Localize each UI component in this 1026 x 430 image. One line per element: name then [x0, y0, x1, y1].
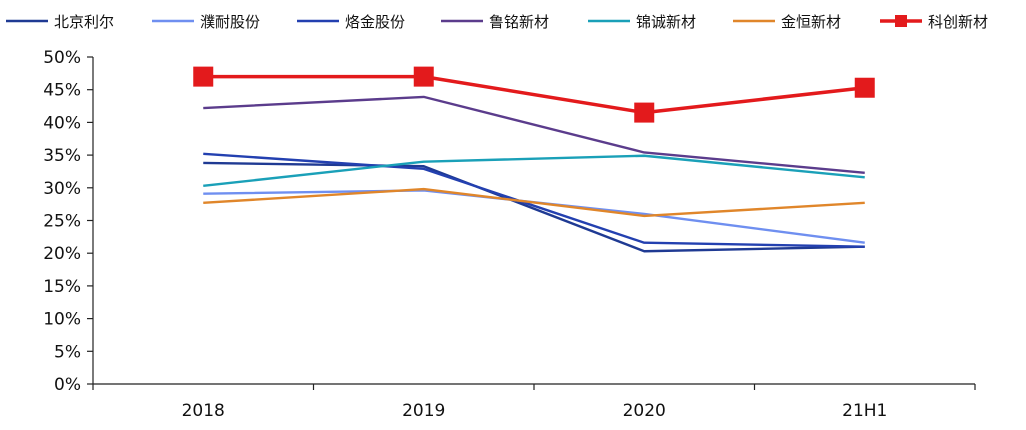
series-line-5	[203, 154, 865, 188]
series-line-3	[203, 152, 865, 248]
y-tick-label: 10%	[43, 310, 81, 330]
legend-label: 烙金股份	[345, 13, 405, 31]
legend-label: 北京利尔	[54, 13, 114, 31]
legend-label: 濮耐股份	[200, 13, 260, 31]
y-axis: 0% 5% 10% 15% 20% 25% 30% 35% 40% 45% 50%	[43, 48, 94, 395]
y-tick-label: 0%	[54, 375, 81, 395]
series-7-marker	[634, 102, 655, 123]
y-tick-label: 40%	[43, 113, 81, 133]
y-tick-label: 45%	[43, 81, 81, 101]
series-7-marker	[193, 66, 214, 87]
legend-item-3: 烙金股份	[297, 13, 405, 31]
x-tick-label: 2019	[402, 401, 445, 421]
y-tick-label: 5%	[54, 342, 81, 362]
legend-item-4: 鲁铭新材	[441, 13, 549, 31]
x-tick-label: 21H1	[842, 401, 887, 421]
y-tick-label: 20%	[43, 244, 81, 264]
series-line-4	[203, 95, 865, 174]
legend-label: 科创新材	[928, 13, 988, 31]
legend-item-2: 濮耐股份	[152, 13, 260, 31]
legend-label: 锦诚新材	[636, 13, 696, 31]
legend-marker	[895, 15, 907, 27]
series-7-marker	[413, 66, 434, 87]
legend: 北京利尔 濮耐股份 烙金股份 鲁铭新材 锦诚新材 金恒新材 科创新材	[6, 13, 988, 31]
series-line-1	[203, 161, 865, 253]
legend-item-5: 锦诚新材	[588, 13, 696, 31]
legend-item-6: 金恒新材	[733, 13, 841, 31]
y-tick-label: 30%	[43, 179, 81, 199]
y-tick-label: 15%	[43, 277, 81, 297]
legend-item-7: 科创新材	[880, 13, 988, 31]
x-axis: 2018 2019 2020 21H1	[92, 383, 976, 421]
series-7-marker	[854, 77, 875, 98]
series-line-7	[203, 74, 865, 115]
legend-label: 金恒新材	[781, 13, 841, 31]
legend-label: 鲁铭新材	[489, 13, 549, 31]
y-tick-label: 35%	[43, 146, 81, 166]
x-tick-label: 2018	[182, 401, 225, 421]
plot-area	[193, 66, 875, 253]
x-tick-label: 2020	[623, 401, 666, 421]
y-tick-label: 25%	[43, 212, 81, 232]
series-line-6	[203, 187, 865, 218]
legend-item-1: 北京利尔	[6, 13, 114, 31]
y-tick-label: 50%	[43, 48, 81, 68]
series-line-2	[203, 189, 865, 244]
